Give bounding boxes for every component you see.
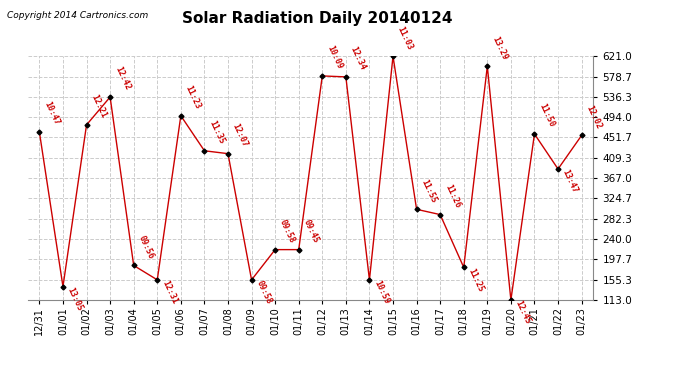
Text: 11:03: 11:03 <box>396 25 415 51</box>
Text: 10:47: 10:47 <box>42 100 61 127</box>
Text: 12:31: 12:31 <box>160 279 179 306</box>
Text: 11:35: 11:35 <box>207 119 226 146</box>
Text: 10:59: 10:59 <box>373 279 391 306</box>
Text: 09:58: 09:58 <box>255 279 273 306</box>
Text: 13:05: 13:05 <box>66 286 84 312</box>
Text: 11:25: 11:25 <box>466 267 485 293</box>
Text: 12:45: 12:45 <box>514 300 533 326</box>
Text: 09:56: 09:56 <box>137 234 155 260</box>
Text: 12:02: 12:02 <box>584 104 603 130</box>
Text: 12:34: 12:34 <box>348 45 367 72</box>
Text: 11:26: 11:26 <box>443 183 462 209</box>
Text: 09:58: 09:58 <box>278 218 297 244</box>
Text: 11:55: 11:55 <box>420 178 438 204</box>
Text: 12:42: 12:42 <box>113 65 132 92</box>
Text: 13:29: 13:29 <box>490 34 509 61</box>
Text: 12:21: 12:21 <box>90 93 108 120</box>
Text: Copyright 2014 Cartronics.com: Copyright 2014 Cartronics.com <box>7 11 148 20</box>
Text: 11:50: 11:50 <box>538 102 556 129</box>
Text: Radiation  (W/m2): Radiation (W/m2) <box>533 33 633 44</box>
Text: 09:45: 09:45 <box>302 218 320 244</box>
Text: 13:47: 13:47 <box>561 168 580 195</box>
Text: 12:07: 12:07 <box>231 122 250 148</box>
Text: 10:09: 10:09 <box>325 44 344 71</box>
Text: 11:23: 11:23 <box>184 84 202 111</box>
Text: Solar Radiation Daily 20140124: Solar Radiation Daily 20140124 <box>182 11 453 26</box>
